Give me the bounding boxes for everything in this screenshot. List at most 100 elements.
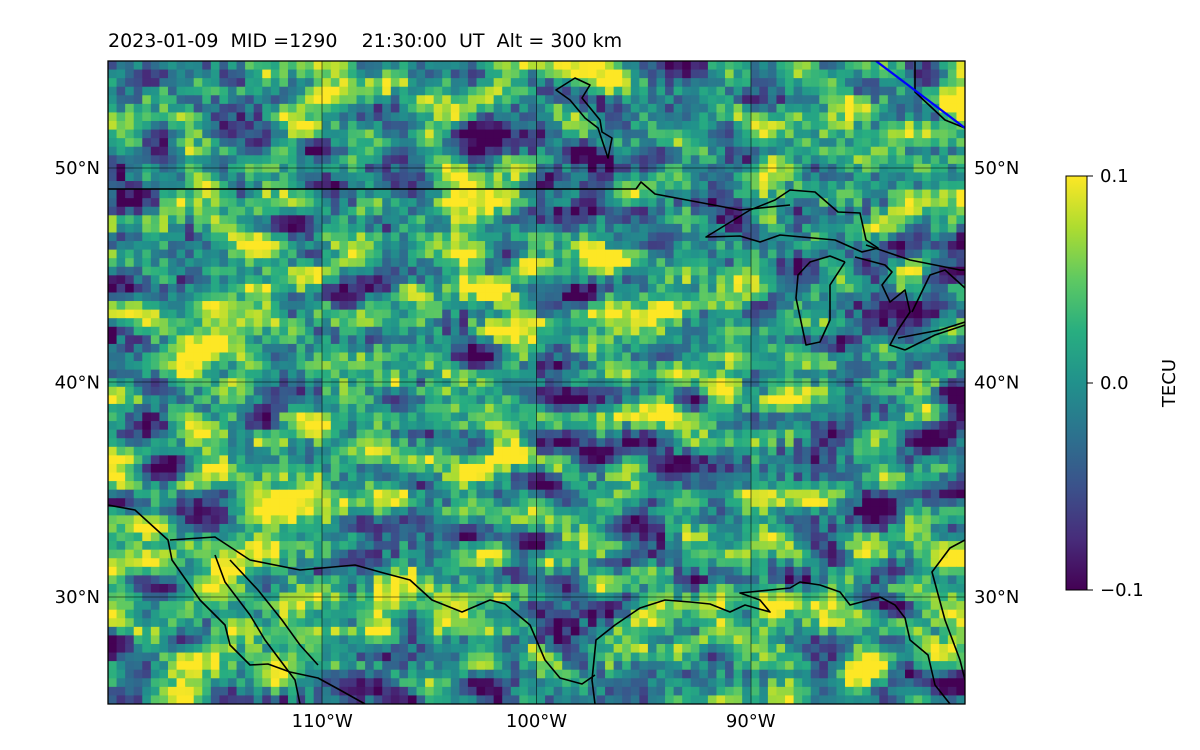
heatmap-cell xyxy=(356,266,366,276)
heatmap-cell xyxy=(467,198,478,208)
heatmap-cell xyxy=(896,361,906,371)
heatmap-cell xyxy=(262,326,272,336)
heatmap-cell xyxy=(502,266,512,276)
heatmap-cell xyxy=(330,361,340,371)
heatmap-cell xyxy=(750,155,760,165)
heatmap-cell xyxy=(785,129,795,139)
heatmap-cell xyxy=(142,189,152,199)
heatmap-cell xyxy=(716,78,726,88)
heatmap-cell xyxy=(639,361,649,371)
heatmap-cell xyxy=(133,69,143,79)
heatmap-cell xyxy=(347,163,358,174)
heatmap-cell xyxy=(142,403,152,414)
heatmap-cell xyxy=(125,335,135,345)
heatmap-cell xyxy=(305,386,315,396)
heatmap-cell xyxy=(810,241,820,251)
heatmap-cell xyxy=(810,138,820,148)
heatmap-cell xyxy=(630,283,640,294)
heatmap-cell xyxy=(845,206,855,216)
heatmap-cell xyxy=(253,472,263,482)
heatmap-cell xyxy=(270,172,280,182)
heatmap-cell xyxy=(725,155,735,165)
heatmap-cell xyxy=(176,283,186,294)
heatmap-cell xyxy=(330,189,340,199)
heatmap-cell xyxy=(519,275,529,285)
heatmap-cell xyxy=(707,215,718,225)
heatmap-cell xyxy=(750,223,760,234)
heatmap-cell xyxy=(270,266,280,276)
heatmap-cell xyxy=(176,266,186,276)
heatmap-cell xyxy=(853,241,863,251)
heatmap-cell xyxy=(553,455,563,465)
heatmap-cell xyxy=(819,61,829,71)
heatmap-cell xyxy=(690,292,700,302)
heatmap-cell xyxy=(630,86,640,96)
heatmap-cell xyxy=(202,129,212,139)
heatmap-cell xyxy=(622,129,632,139)
heatmap-cell xyxy=(879,343,889,354)
heatmap-cell xyxy=(433,86,443,96)
heatmap-cell xyxy=(493,95,503,105)
heatmap-cell xyxy=(673,223,683,234)
heatmap-cell xyxy=(605,129,615,139)
heatmap-cell xyxy=(707,258,718,268)
heatmap-cell xyxy=(373,275,383,285)
heatmap-cell xyxy=(262,181,272,191)
heatmap-cell xyxy=(587,163,598,174)
heatmap-cell xyxy=(236,266,246,276)
heatmap-cell xyxy=(485,215,495,225)
heatmap-cell xyxy=(742,446,752,456)
heatmap-cell xyxy=(862,481,872,491)
heatmap-cell xyxy=(313,275,323,285)
heatmap-cell xyxy=(819,326,829,336)
heatmap-cell xyxy=(493,223,503,234)
heatmap-cell xyxy=(545,421,555,431)
heatmap-cell xyxy=(219,343,229,354)
heatmap-cell xyxy=(913,181,923,191)
heatmap-cell xyxy=(613,95,623,105)
heatmap-cell xyxy=(545,412,555,422)
heatmap-cell xyxy=(270,189,280,199)
heatmap-cell xyxy=(202,223,212,234)
heatmap-cell xyxy=(733,352,743,362)
heatmap-cell xyxy=(210,146,221,156)
heatmap-cell xyxy=(519,223,529,234)
heatmap-cell xyxy=(682,223,692,234)
heatmap-cell xyxy=(879,95,889,105)
heatmap-cell xyxy=(262,129,272,139)
heatmap-cell xyxy=(750,232,760,242)
heatmap-cell xyxy=(390,258,400,268)
heatmap-cell xyxy=(493,138,503,148)
heatmap-cell xyxy=(545,181,555,191)
heatmap-cell xyxy=(682,129,692,139)
heatmap-cell xyxy=(493,335,503,345)
heatmap-cell xyxy=(862,61,872,71)
heatmap-cell xyxy=(639,386,649,396)
heatmap-cell xyxy=(270,138,280,148)
heatmap-cell xyxy=(545,266,555,276)
heatmap-cell xyxy=(742,378,752,388)
heatmap-cell xyxy=(116,146,126,156)
heatmap-cell xyxy=(845,275,855,285)
heatmap-cell xyxy=(699,343,709,354)
heatmap-cell xyxy=(459,463,469,474)
heatmap-cell xyxy=(502,95,512,105)
heatmap-cell xyxy=(699,292,709,302)
heatmap-cell xyxy=(116,181,126,191)
heatmap-cell xyxy=(313,326,323,336)
heatmap-cell xyxy=(613,61,623,71)
heatmap-cell xyxy=(733,249,743,259)
heatmap-cell xyxy=(862,129,872,139)
heatmap-cell xyxy=(159,206,169,216)
heatmap-cell xyxy=(665,206,675,216)
heatmap-cell xyxy=(819,258,829,268)
heatmap-cell xyxy=(630,215,640,225)
heatmap-cell xyxy=(407,438,418,448)
heatmap-cell xyxy=(510,455,520,465)
heatmap-cell xyxy=(767,412,778,422)
heatmap-cell xyxy=(570,455,580,465)
heatmap-cell xyxy=(433,326,443,336)
heatmap-cell xyxy=(493,326,503,336)
heatmap-cell xyxy=(716,361,726,371)
heatmap-cell xyxy=(279,95,289,105)
